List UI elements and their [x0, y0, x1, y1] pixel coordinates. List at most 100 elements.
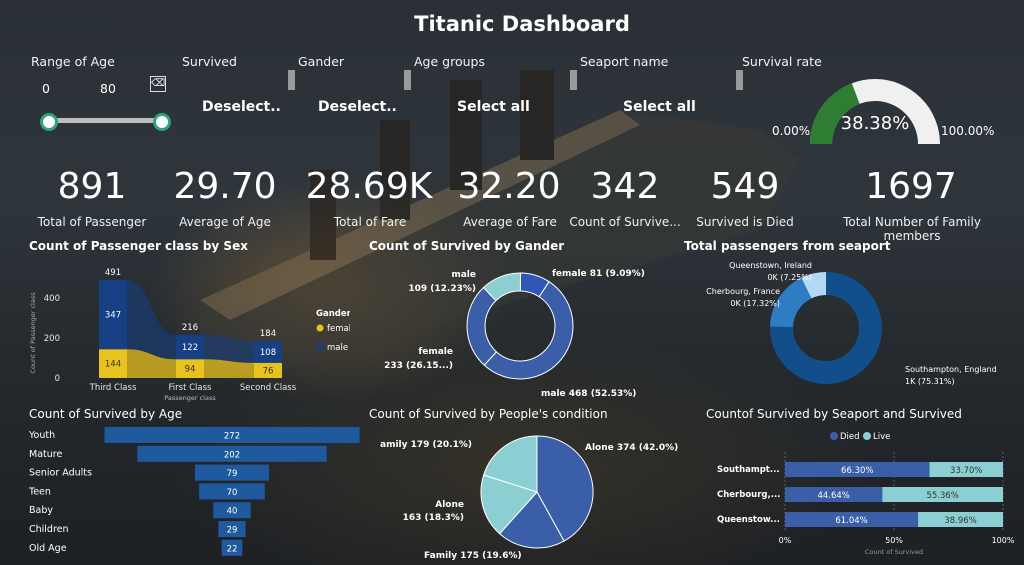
age-bar	[137, 445, 327, 462]
live-data-label: 38.96%	[944, 516, 976, 526]
eraser-icon[interactable]: ⌫	[150, 76, 166, 92]
slice-data-label: 233 (26.15...)	[384, 361, 453, 371]
seaport-slicer[interactable]: Select all	[623, 99, 696, 115]
kpi-average-fare-value: 32.20	[457, 166, 561, 207]
age-range-track[interactable]	[46, 118, 160, 123]
female-bar	[176, 359, 204, 378]
x-axis-label: Passenger class	[164, 394, 216, 402]
gender-slicer-scrollbar[interactable]	[404, 70, 411, 90]
age-range-min-value[interactable]: 0	[42, 81, 50, 96]
x-axis-label: Count of Survived	[865, 548, 923, 556]
bar-data-label: 29	[227, 526, 238, 536]
gender-slicer[interactable]: Deselect..	[318, 99, 397, 115]
category-label: Youth	[28, 430, 55, 441]
kpi-family-members-label: Total Number of Family members	[843, 215, 981, 243]
survival-rate-label: Survival rate	[742, 54, 822, 69]
survival-rate-value: 38.38%	[840, 113, 910, 134]
slice-data-label: Alone	[435, 500, 464, 510]
age-range-min-handle[interactable]	[40, 113, 58, 131]
kpi-average-age-value: 29.70	[173, 166, 277, 207]
y-axis-label: Count of Passenger class	[29, 292, 37, 374]
x-tick-label: First Class	[169, 383, 213, 393]
x-tick-label: Third Class	[89, 383, 137, 393]
category-label: Queenstow...	[717, 515, 780, 525]
donut-slice	[466, 286, 498, 366]
seaport-slicer-label: Seaport name	[580, 54, 669, 69]
survival-rate-gauge	[810, 79, 940, 145]
kpi-total-fare-value: 28.69K	[305, 166, 433, 207]
seaport-survived-chart: Died Live 0% 50% 100% Count of Survived Southa…	[717, 432, 1015, 556]
gauge-max-label: 100.00%	[941, 124, 995, 138]
bar-data-label: 202	[224, 450, 240, 460]
x-tick-label: 50%	[885, 536, 903, 545]
class-sex-chart-title: Count of Passenger class by Sex	[29, 239, 248, 253]
male-bar	[254, 341, 282, 363]
legend-died-marker	[830, 432, 838, 440]
male-bar	[99, 279, 127, 350]
kpi-survived-died-label: Survived is Died	[696, 215, 794, 229]
age-bar	[221, 539, 243, 556]
kpi-average-age-label: Average of Age	[179, 215, 271, 229]
female-data-label: 76	[263, 366, 274, 376]
male-bar	[176, 334, 204, 360]
legend-female-label: female	[327, 324, 350, 334]
dashboard-title: Titanic Dashboard	[414, 12, 630, 36]
seaport-total-chart: Queenstown, Ireland 0K (7.25%) Cherbourg, …	[706, 261, 997, 386]
died-data-label: 66.30%	[841, 466, 873, 476]
seaport-slicer-scrollbar[interactable]	[736, 70, 743, 90]
y-tick-label: 200	[44, 334, 60, 344]
survived-gender-chart-title: Count of Survived by Gander	[369, 239, 565, 253]
died-data-label: 61.04%	[835, 516, 867, 526]
condition-chart: Alone 374 (42.0%) Family 175 (19.6%) Alone…	[380, 435, 678, 561]
legend-female-marker	[316, 324, 324, 332]
ship-background-image	[200, 70, 800, 370]
kpi-total-passenger-value: 891	[57, 166, 127, 207]
survived-slicer-scrollbar[interactable]	[288, 70, 295, 90]
age-range-max-handle[interactable]	[153, 113, 171, 131]
kpi-survived-died-value: 549	[710, 166, 780, 207]
total-data-label: 216	[182, 323, 198, 333]
category-label: Southampt...	[717, 465, 780, 475]
slice-data-label: 109 (12.23%)	[408, 284, 476, 294]
gauge-fill	[810, 83, 861, 145]
legend-live-marker	[863, 432, 871, 440]
bar-data-label: 272	[224, 432, 240, 442]
gauge-min-label: 0.00%	[772, 124, 811, 138]
gender-slicer-label: Gander	[298, 54, 345, 69]
slice-data-label: 0K (17.32%)	[730, 299, 780, 308]
donut-slice	[483, 281, 574, 380]
live-data-label: 55.36%	[926, 491, 958, 501]
died-bar	[785, 512, 919, 527]
age-groups-slicer-scrollbar[interactable]	[570, 70, 577, 90]
male-data-label: 122	[182, 343, 198, 353]
slice-data-label: Family 179 (20.1%)	[380, 440, 472, 450]
female-data-label: 144	[105, 360, 121, 370]
total-data-label: 491	[105, 268, 121, 278]
x-tick-label: 0%	[779, 536, 792, 545]
legend-title: Gander	[316, 309, 350, 319]
female-bar	[254, 362, 282, 378]
survived-slicer[interactable]: Deselect..	[202, 99, 281, 115]
y-tick-label: 400	[44, 294, 60, 304]
x-tick-label: Second Class	[240, 383, 297, 393]
donut-slice	[801, 272, 826, 299]
died-bar	[785, 462, 930, 477]
died-bar	[785, 487, 883, 502]
slice-data-label: female	[418, 347, 453, 357]
condition-chart-title: Count of Survived by People's condition	[369, 407, 608, 421]
slice-data-label: Queenstown, Ireland	[729, 261, 812, 270]
male-ribbon	[127, 279, 176, 360]
age-groups-slicer[interactable]: Select all	[457, 99, 530, 115]
age-groups-slicer-label: Age groups	[414, 54, 485, 69]
slice-data-label: Southampton, England	[905, 365, 997, 374]
slice-data-label: female 81 (9.09%)	[552, 269, 645, 279]
x-tick-label: 100%	[992, 536, 1015, 545]
age-range-max-value[interactable]: 80	[100, 81, 116, 96]
age-bar	[218, 521, 246, 537]
survived-age-chart-title: Count of Survived by Age	[29, 407, 183, 421]
bar-data-label: 79	[227, 469, 238, 479]
survived-gender-chart: female 81 (9.09%) male 468 (52.53%) female…	[384, 269, 645, 399]
male-ribbon	[204, 334, 254, 363]
slice-data-label: male	[451, 270, 476, 280]
